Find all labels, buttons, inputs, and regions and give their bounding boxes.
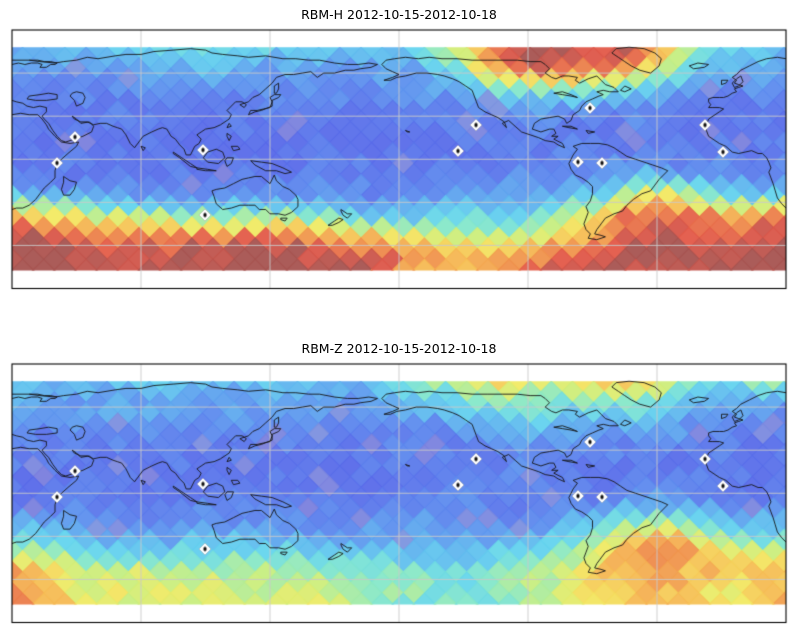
- map2-title: RBM-Z 2012-10-15-2012-10-18: [301, 341, 497, 356]
- map1-title: RBM-H 2012-10-15-2012-10-18: [301, 7, 497, 22]
